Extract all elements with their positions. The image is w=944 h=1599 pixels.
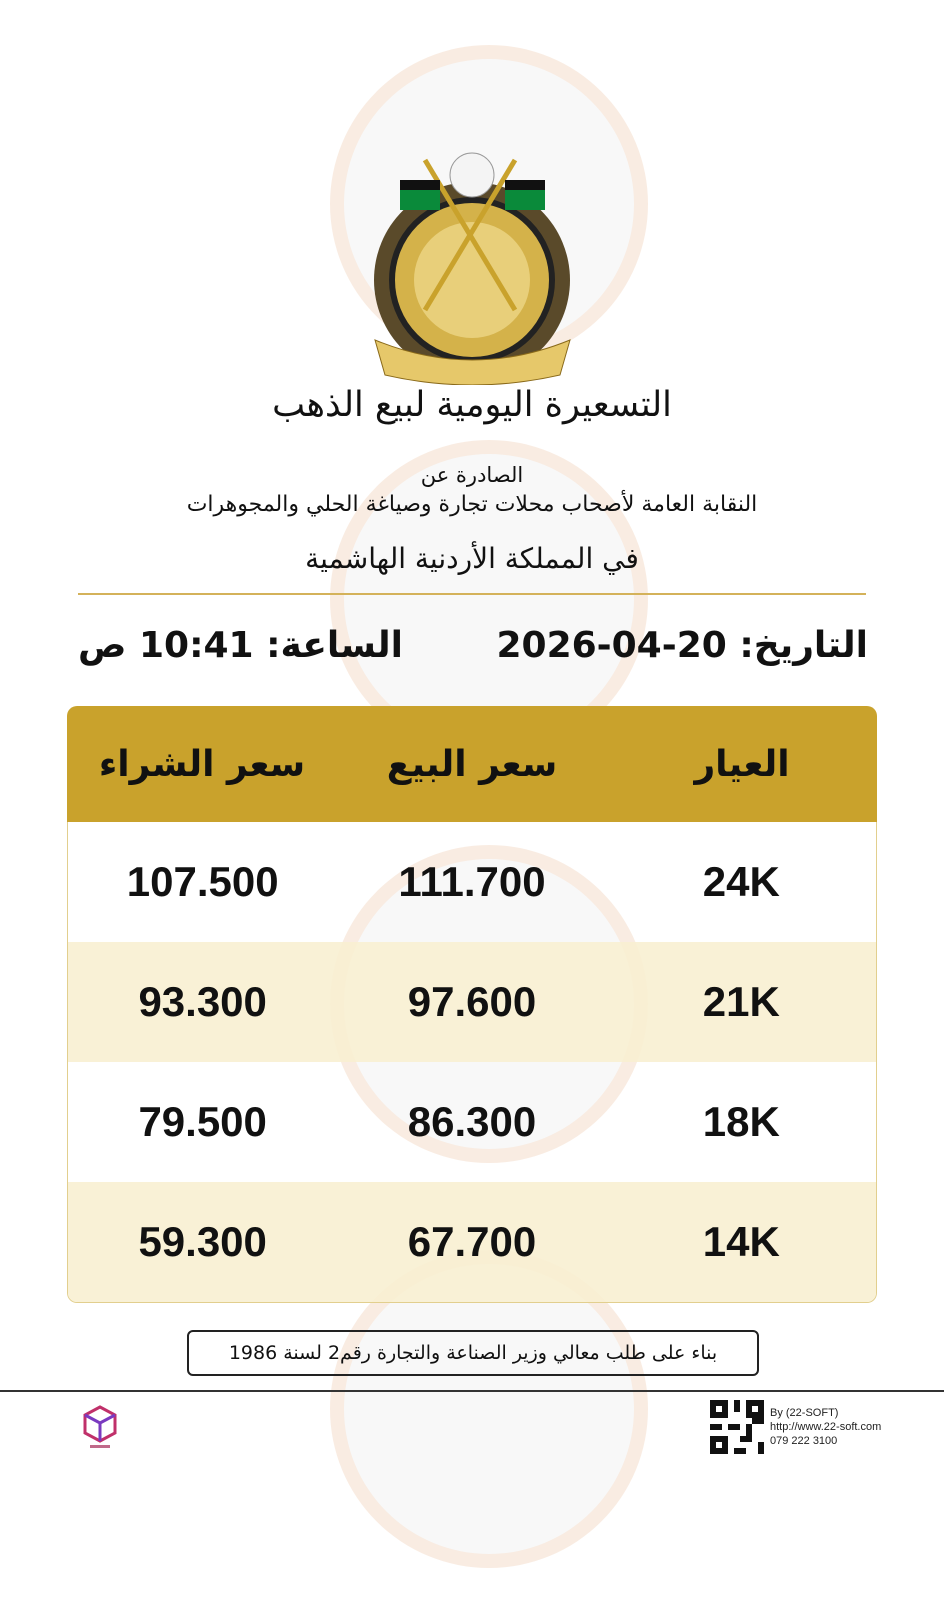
column-buy-price: سعر الشراء [98, 743, 306, 785]
table-row: 24K 111.700 107.500 [68, 822, 876, 942]
footer-divider [0, 1390, 944, 1392]
ministry-note: بناء على طلب معالي وزير الصناعة والتجارة… [187, 1330, 759, 1376]
page-title: التسعيرة اليومية لبيع الذهب [272, 385, 672, 425]
credits: By (22-SOFT) http://www.22-soft.com 079 … [770, 1406, 881, 1448]
time-label: الساعة: [266, 625, 403, 666]
time-field: الساعة: 10:41 ص [78, 625, 403, 666]
22-soft-logo [83, 1405, 117, 1448]
table-row: 21K 97.600 93.300 [68, 942, 876, 1062]
time-value: 10:41 ص [78, 625, 254, 666]
sell-price-cell: 111.700 [398, 858, 546, 905]
buy-price-cell: 59.300 [138, 1218, 267, 1265]
karat-cell: 24K [702, 858, 780, 905]
sell-price-cell: 97.600 [407, 978, 537, 1025]
karat-cell: 14K [702, 1218, 780, 1265]
credits-phone: 079 222 3100 [770, 1435, 838, 1447]
karat-cell: 21K [702, 978, 780, 1025]
date-value: 20-04-2026 [496, 625, 727, 666]
date-field: التاريخ: 20-04-2026 [496, 625, 868, 666]
table-row: 14K 67.700 59.300 [68, 1182, 876, 1302]
column-sell-price: سعر البيع [386, 743, 558, 785]
table-header: العيار سعر البيع سعر الشراء [67, 706, 877, 822]
syndicate-logo [374, 152, 571, 385]
credits-url[interactable]: http://www.22-soft.com [770, 1421, 882, 1433]
buy-price-cell: 107.500 [126, 858, 279, 905]
country-name: في المملكة الأردنية الهاشمية [305, 542, 639, 575]
karat-cell: 18K [702, 1098, 780, 1145]
buy-price-cell: 79.500 [138, 1098, 267, 1145]
issued-by: الصادرة عن [420, 463, 524, 487]
price-table: العيار سعر البيع سعر الشراء 24K 111.700 … [67, 706, 877, 1303]
sell-price-cell: 86.300 [407, 1098, 537, 1145]
qr-code [710, 1400, 764, 1454]
organization-name: النقابة العامة لأصحاب محلات تجارة وصياغة… [186, 492, 758, 517]
date-label: التاريخ: [739, 625, 868, 666]
date-time-row: التاريخ: 20-04-2026 الساعة: 10:41 ص [78, 625, 868, 666]
credits-by: By (22-SOFT) [770, 1407, 839, 1419]
divider [78, 593, 866, 595]
column-karat: العيار [694, 743, 790, 785]
sell-price-cell: 67.700 [407, 1218, 537, 1265]
buy-price-cell: 93.300 [138, 978, 267, 1025]
table-row: 18K 86.300 79.500 [68, 1062, 876, 1182]
